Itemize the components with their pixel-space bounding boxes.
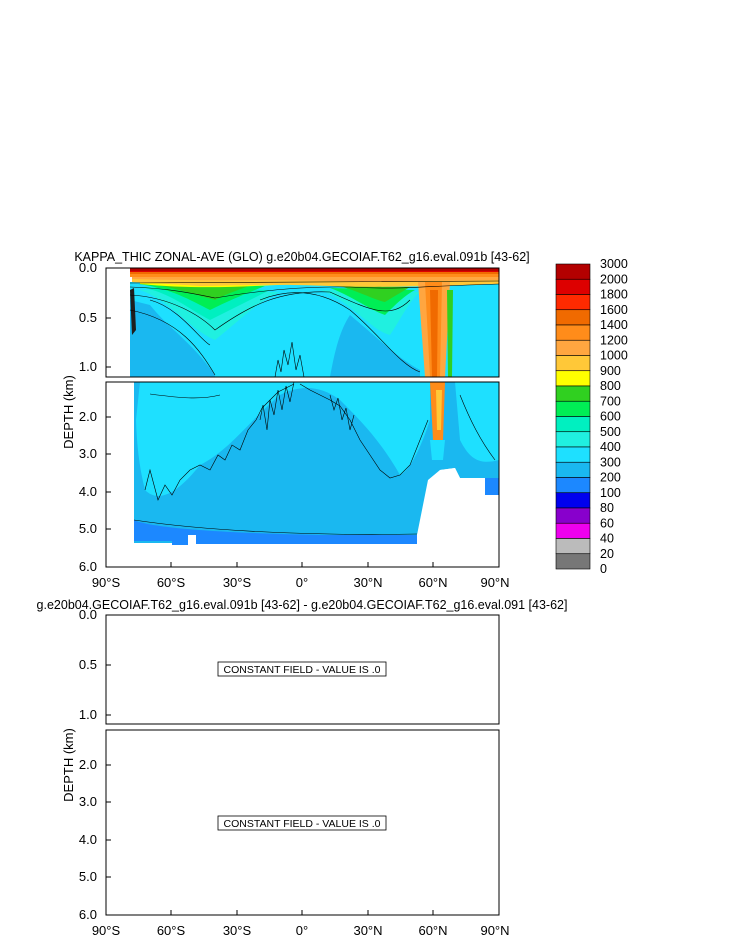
colorbar: 3000200018001600140012001000900800700600…: [555, 257, 628, 576]
p2-ytick-2: 1.0: [79, 707, 97, 722]
p2-xtick-0: 90°S: [92, 923, 121, 938]
colorbar-label: 300: [600, 455, 621, 469]
p1-xtick-1: 60°S: [157, 575, 186, 590]
colorbar-label: 900: [600, 364, 621, 378]
p1-xtick-4: 30°N: [353, 575, 382, 590]
panel1-yaxis: 0.0 0.5 1.0 2.0 3.0 4.0 5.0 6.0: [79, 260, 111, 574]
colorbar-label: 500: [600, 425, 621, 439]
colorbar-swatch: [555, 416, 591, 433]
p2-xtick-1: 60°S: [157, 923, 186, 938]
p1-ytick-1: 0.5: [79, 310, 97, 325]
colorbar-label: 1800: [600, 288, 628, 302]
colorbar-swatch: [555, 461, 591, 478]
colorbar-label: 1400: [600, 318, 628, 332]
p1-xtick-5: 60°N: [418, 575, 447, 590]
colorbar-label: 80: [600, 501, 614, 515]
panel2-title: g.e20b04.GECOIAF.T62_g16.eval.091b [43-6…: [37, 598, 568, 612]
p1-ytick-0: 0.0: [79, 260, 97, 275]
colorbar-label: 60: [600, 516, 614, 530]
panel2-xaxis: 90°S 60°S 30°S 0° 30°N 60°N 90°N: [92, 910, 510, 938]
panel2-yaxis: 0.0 0.5 1.0 2.0 3.0 4.0 5.0 6.0: [79, 607, 111, 922]
p2-xtick-6: 90°N: [480, 923, 509, 938]
colorbar-swatch: [555, 385, 591, 402]
p1-xtick-6: 90°N: [480, 575, 509, 590]
panel2-lower-message: CONSTANT FIELD - VALUE IS .0: [224, 818, 381, 830]
colorbar-label: 700: [600, 394, 621, 408]
colorbar-swatch: [555, 553, 591, 570]
colorbar-label: 3000: [600, 257, 628, 271]
colorbar-swatch: [555, 370, 591, 387]
panel2-upper-message: CONSTANT FIELD - VALUE IS .0: [224, 664, 381, 676]
p1-xtick-0: 90°S: [92, 575, 121, 590]
colorbar-label: 800: [600, 379, 621, 393]
panel2-ylabel: DEPTH (km): [61, 728, 76, 802]
colorbar-swatch: [555, 339, 591, 356]
p1-ytick-4: 3.0: [79, 446, 97, 461]
colorbar-swatch: [555, 294, 591, 311]
colorbar-label: 0: [600, 562, 607, 576]
colorbar-label: 200: [600, 471, 621, 485]
panel2-lower-message-box: [217, 815, 387, 831]
colorbar-label: 100: [600, 486, 621, 500]
p2-ytick-6: 5.0: [79, 869, 97, 884]
colorbar-label: 400: [600, 440, 621, 454]
colorbar-label: 2000: [600, 272, 628, 286]
colorbar-swatch: [555, 538, 591, 555]
colorbar-swatch: [555, 431, 591, 448]
colorbar-label: 1200: [600, 333, 628, 347]
panel1-xaxis: 90°S 60°S 30°S 0° 30°N 60°N 90°N: [92, 562, 510, 590]
panel2-upper-message-box: [217, 661, 387, 677]
p2-ytick-4: 3.0: [79, 794, 97, 809]
p1-ytick-2: 1.0: [79, 359, 97, 374]
colorbar-swatch: [555, 400, 591, 417]
colorbar-swatch: [555, 355, 591, 372]
p2-ytick-7: 6.0: [79, 907, 97, 922]
colorbar-swatch: [555, 492, 591, 509]
panel1-title: KAPPA_THIC ZONAL-AVE (GLO) g.e20b04.GECO…: [74, 250, 529, 264]
panel1-lower-contours: [106, 382, 499, 567]
p2-xtick-5: 60°N: [418, 923, 447, 938]
p2-ytick-3: 2.0: [79, 757, 97, 772]
colorbar-swatch: [555, 446, 591, 463]
colorbar-label: 20: [600, 547, 614, 561]
p1-ytick-7: 6.0: [79, 559, 97, 574]
p2-xtick-3: 0°: [296, 923, 308, 938]
p2-ytick-5: 4.0: [79, 832, 97, 847]
panel1-upper-contours: [106, 268, 499, 377]
p1-ytick-6: 5.0: [79, 521, 97, 536]
p1-xtick-2: 30°S: [223, 575, 252, 590]
colorbar-swatch: [555, 507, 591, 524]
colorbar-swatch: [555, 522, 591, 539]
p1-xtick-3: 0°: [296, 575, 308, 590]
p2-ytick-0: 0.0: [79, 607, 97, 622]
colorbar-label: 1600: [600, 303, 628, 317]
colorbar-label: 1000: [600, 349, 628, 363]
panel1-ylabel: DEPTH (km): [61, 375, 76, 449]
p2-xtick-4: 30°N: [353, 923, 382, 938]
colorbar-swatch: [555, 477, 591, 494]
colorbar-swatch: [555, 324, 591, 341]
colorbar-swatch: [555, 309, 591, 326]
p1-ytick-5: 4.0: [79, 484, 97, 499]
colorbar-label: 600: [600, 410, 621, 424]
colorbar-label: 40: [600, 532, 614, 546]
p2-xtick-2: 30°S: [223, 923, 252, 938]
panel1-upper-frame: [105, 267, 500, 378]
p2-ytick-1: 0.5: [79, 657, 97, 672]
colorbar-swatch: [555, 278, 591, 295]
p1-ytick-3: 2.0: [79, 409, 97, 424]
colorbar-swatch: [555, 263, 591, 280]
